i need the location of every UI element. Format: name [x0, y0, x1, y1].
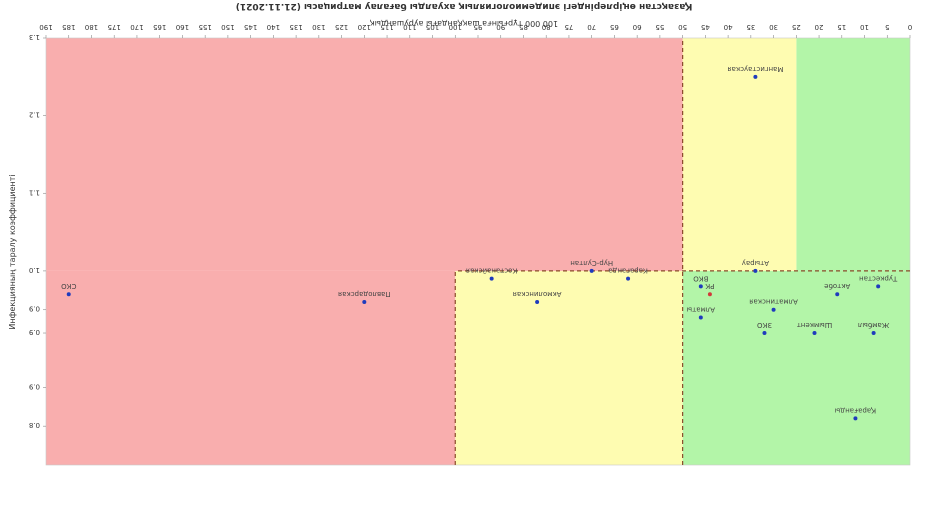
zones-layer — [45, 37, 911, 466]
x-tick-label: 90 — [496, 23, 505, 31]
data-point — [698, 315, 703, 320]
x-tick-label: 140 — [267, 23, 280, 31]
data-point — [753, 268, 758, 273]
data-point — [66, 292, 71, 297]
data-point — [812, 331, 817, 336]
zone-yellow — [455, 270, 683, 465]
data-point-label: Жамбыл — [858, 321, 889, 329]
x-tick-label: 70 — [587, 23, 596, 31]
data-point — [589, 268, 594, 273]
y-tick-label: 0.8 — [29, 421, 40, 429]
zone-red — [46, 270, 456, 465]
zone-green — [796, 38, 910, 271]
x-tick-label: 40 — [724, 23, 733, 31]
x-tick-label: 10 — [860, 23, 869, 31]
data-point-label: ЗКО — [757, 321, 772, 329]
x-tick-label: 160 — [176, 23, 189, 31]
y-tick-label: 1.1 — [29, 188, 40, 196]
data-point — [707, 292, 712, 297]
data-point-label: Нур-Султан — [570, 259, 613, 267]
x-tick-label: 120 — [358, 23, 371, 31]
x-tick-label: 105 — [426, 23, 439, 31]
data-point-label: СКО — [61, 282, 77, 290]
y-tick-label: 0.9 — [29, 305, 40, 313]
y-tick-label: 0.9 — [29, 328, 40, 336]
data-point-label: РК — [705, 282, 714, 290]
x-tick-label: 0 — [908, 23, 912, 31]
data-point-label: Атырау — [742, 259, 769, 267]
zone-green — [682, 270, 910, 465]
data-point-label: Алматы — [687, 305, 715, 313]
axes-layer: 0 5 10 15 20 25 30 35 40 45 50 55 60 65 70 75 80 85 90 95 10… — [29, 23, 912, 429]
x-tick-label: 45 — [701, 23, 710, 31]
data-point-label: Караганда — [608, 267, 648, 275]
x-tick-label: 80 — [542, 23, 551, 31]
data-point-label: Шымкент — [797, 321, 832, 329]
x-tick-label: 115 — [380, 23, 393, 31]
data-point-label: Акмолинская — [513, 290, 562, 298]
x-tick-label: 150 — [221, 23, 234, 31]
data-point-label: Костанайская — [466, 267, 517, 275]
x-tick-label: 50 — [678, 23, 687, 31]
zone-red — [46, 38, 683, 271]
x-tick-label: 155 — [198, 23, 211, 31]
y-tick-label: 1.2 — [29, 111, 40, 119]
x-tick-label: 20 — [815, 23, 824, 31]
x-tick-label: 170 — [130, 23, 143, 31]
x-tick-label: 65 — [610, 23, 619, 31]
x-tick-label: 95 — [474, 23, 483, 31]
y-tick-label: 0.9 — [29, 382, 40, 390]
chart-title: Қазақстан өңірлеріндегі эпидемиологиялық… — [236, 1, 693, 12]
x-tick-label: 75 — [564, 23, 573, 31]
zone-yellow — [682, 38, 797, 271]
x-tick-label: 110 — [403, 23, 416, 31]
x-tick-label: 15 — [837, 23, 846, 31]
data-point — [698, 284, 703, 289]
data-point-label: Алматинская — [749, 298, 798, 306]
data-point — [762, 331, 767, 336]
x-tick-label: 185 — [62, 23, 75, 31]
data-point — [753, 74, 758, 79]
y-axis-label: Инфекцияның таралу коэффициенті — [8, 174, 17, 329]
x-tick-label: 130 — [312, 23, 325, 31]
x-tick-label: 125 — [335, 23, 348, 31]
data-point — [626, 276, 631, 281]
x-tick-label: 190 — [39, 23, 52, 31]
data-point — [835, 292, 840, 297]
data-point — [362, 299, 367, 304]
x-tick-label: 100 — [449, 23, 462, 31]
data-point-label: Павлодарская — [338, 290, 391, 298]
data-point-label: Актобе — [824, 282, 850, 290]
x-tick-label: 145 — [244, 23, 257, 31]
x-tick-label: 85 — [519, 23, 528, 31]
data-point — [876, 284, 881, 289]
data-point-label: Қарағанды — [835, 406, 876, 414]
x-tick-label: 135 — [289, 23, 302, 31]
x-tick-label: 60 — [633, 23, 642, 31]
y-tick-label: 1.0 — [29, 266, 40, 274]
data-point — [771, 307, 776, 312]
x-tick-label: 165 — [153, 23, 166, 31]
threshold-lines — [454, 38, 910, 465]
flipped-chart-group: 0510152025303540455055606570758085909510… — [8, 1, 912, 466]
x-tick-label: 5 — [885, 23, 889, 31]
x-tick-label: 180 — [85, 23, 98, 31]
x-tick-label: 35 — [746, 23, 755, 31]
y-tick-label: 1.3 — [29, 33, 40, 41]
x-tick-label: 25 — [792, 23, 801, 31]
x-tick-label: 55 — [655, 23, 664, 31]
data-point-label: ВКО — [693, 274, 709, 282]
data-point — [535, 299, 540, 304]
x-tick-label: 30 — [769, 23, 778, 31]
x-tick-label: 175 — [108, 23, 121, 31]
data-point-label: Туркестан — [859, 274, 898, 282]
data-point — [853, 416, 858, 421]
data-point — [871, 331, 876, 336]
data-point — [489, 276, 494, 281]
data-point-label: Мангистауская — [727, 65, 783, 73]
x-axis-label: 100 000 тұрғынға шаққандағы аурушаңдық — [370, 19, 558, 28]
points-layer: Қарағанды Шымкент Жамбыл ЗКО Алматинская Алма… — [61, 65, 898, 421]
